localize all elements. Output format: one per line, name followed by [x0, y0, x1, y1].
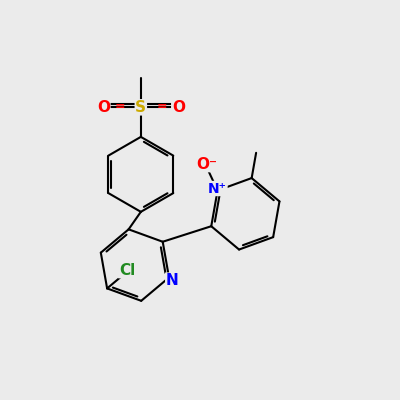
Text: N⁺: N⁺ — [208, 182, 227, 196]
Text: O: O — [97, 100, 110, 115]
Text: S: S — [135, 100, 146, 115]
Text: =: = — [156, 100, 167, 113]
Text: Cl: Cl — [119, 263, 135, 278]
Text: N: N — [166, 273, 178, 288]
Text: O: O — [172, 100, 185, 115]
Text: O⁻: O⁻ — [196, 156, 217, 172]
Text: =: = — [115, 100, 125, 113]
